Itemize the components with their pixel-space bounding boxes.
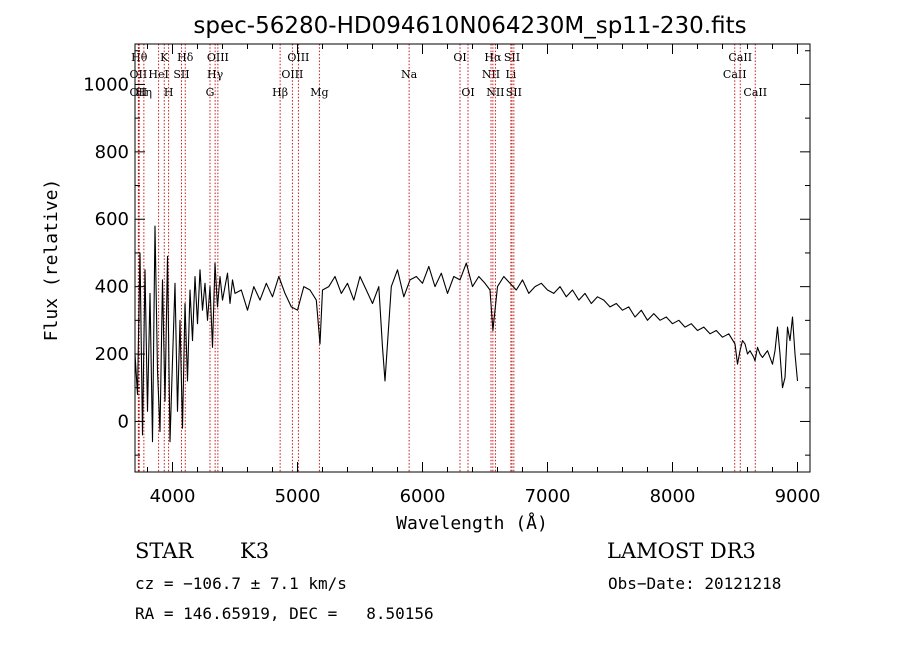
line-label-19: NII (482, 68, 500, 81)
obs-date-readout: Obs−Date: 20121218 (608, 574, 782, 593)
line-label-16: Na (401, 68, 418, 81)
y-tick-label-3: 600 (95, 209, 129, 230)
line-label-25: CaII (723, 68, 747, 81)
line-label-26: CaII (728, 51, 752, 64)
survey-label: LAMOST DR3 (607, 539, 756, 563)
line-label-4: HeI (148, 68, 168, 81)
line-label-15: Mg (310, 86, 328, 99)
x-tick-label-0: 4000 (150, 486, 196, 507)
x-tick-label-4: 8000 (650, 486, 696, 507)
y-tick-label-2: 400 (95, 277, 129, 298)
line-label-13: OIII (281, 68, 303, 81)
line-label-8: Hδ (177, 51, 194, 64)
line-label-7: SII (173, 68, 189, 81)
subclass-label: K3 (240, 539, 270, 563)
chart-title: spec-56280-HD094610N064230M_sp11-230.fit… (193, 13, 746, 39)
y-tick-label-4: 800 (95, 142, 129, 163)
plot-frame (134, 43, 811, 473)
line-label-18: OI (461, 86, 474, 99)
line-label-12: Hβ (272, 86, 288, 99)
line-label-9: G (206, 86, 215, 99)
x-tick-label-2: 6000 (400, 486, 446, 507)
line-label-21: NII (486, 86, 504, 99)
y-axis-label: Flux (relative) (41, 179, 62, 342)
line-label-0: Hθ (131, 51, 148, 64)
line-label-6: H (164, 86, 174, 99)
line-label-17: OI (453, 51, 466, 64)
line-label-2: OII (130, 86, 148, 99)
y-tick-label-5: 1000 (83, 74, 129, 95)
line-label-5: K (160, 51, 169, 64)
line-label-24: SII (506, 86, 522, 99)
line-label-23: SII (504, 51, 520, 64)
line-label-22: Li (505, 68, 516, 81)
x-axis-label: Wavelength (Å) (396, 512, 548, 534)
x-tick-label-3: 7000 (525, 486, 571, 507)
line-label-3: Hη (136, 86, 152, 99)
y-tick-label-0: 0 (118, 411, 129, 432)
line-label-11: OIII (207, 51, 229, 64)
line-label-14: OIII (287, 51, 309, 64)
coordinates-readout: RA = 146.65919, DEC = 8.50156 (135, 604, 434, 623)
line-label-20: Hα (484, 51, 502, 64)
line-label-27: CaII (743, 86, 767, 99)
y-tick-label-1: 200 (95, 344, 129, 365)
x-tick-label-5: 9000 (775, 486, 821, 507)
redshift-readout: cz = −106.7 ± 7.1 km/s (135, 574, 347, 593)
spectrum-line (134, 225, 799, 443)
object-class-label: STAR (135, 539, 194, 563)
line-label-10: Hγ (207, 68, 224, 81)
x-tick-label-1: 5000 (275, 486, 321, 507)
